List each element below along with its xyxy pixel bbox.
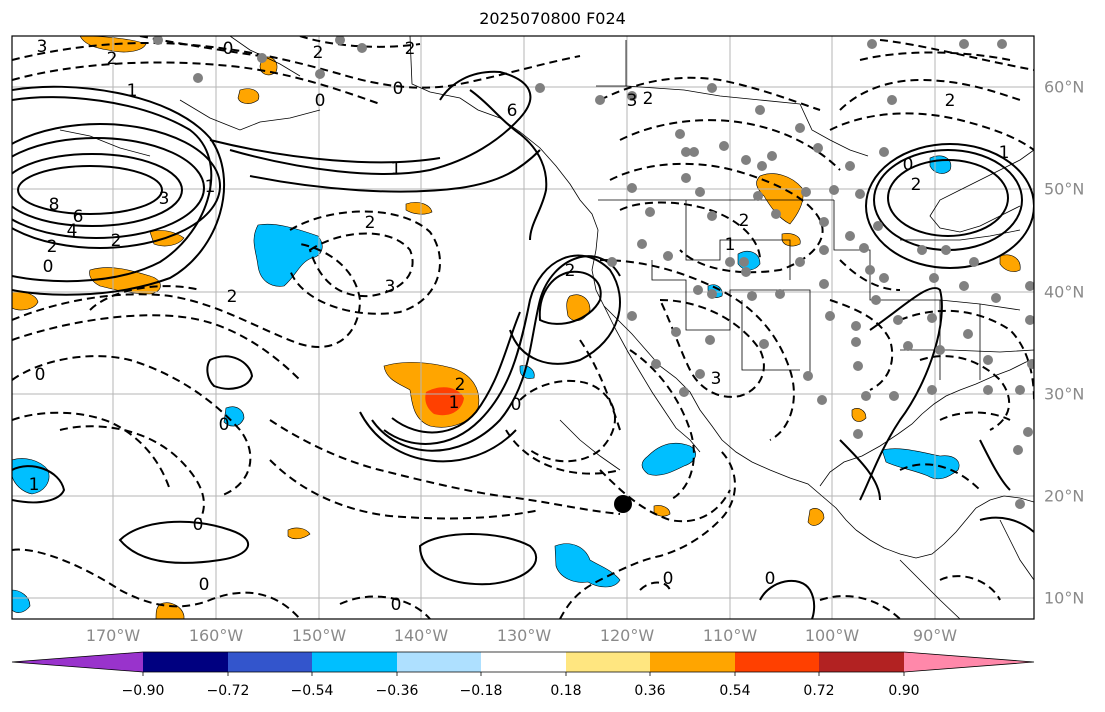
contour-label: 0 xyxy=(199,575,210,595)
contour-label: 1 xyxy=(205,177,216,197)
lat-label: 30°N xyxy=(1044,384,1085,404)
contour-label: 2 xyxy=(945,91,956,111)
contour-label: 2 xyxy=(111,231,122,251)
contour-label: 2 xyxy=(365,213,376,233)
colorbar-tick-label: −0.36 xyxy=(375,683,419,699)
colorbar-segment xyxy=(12,652,143,672)
contour-label: 1 xyxy=(725,235,736,255)
lon-label: 170°W xyxy=(85,626,141,645)
contour-label: 2 xyxy=(47,237,58,257)
dashed-contours xyxy=(12,36,1034,619)
colorbar-segment xyxy=(735,652,819,672)
contour-label: 6 xyxy=(73,207,84,227)
contour-label: 0 xyxy=(43,257,54,277)
colorbar-tick-label: 0.90 xyxy=(888,683,920,699)
contour-label: 3 xyxy=(627,91,638,111)
contour-label: 0 xyxy=(219,415,230,435)
colorbar-tick-label: 0.18 xyxy=(550,683,582,699)
colorbar-tick-label: −0.72 xyxy=(206,683,250,699)
contour-label-group: 3 2 1 0 8 6 4 2 0 1 2 3 2 2 0 1 0 3 2 2 … xyxy=(29,37,1010,615)
contour-label: 3 xyxy=(159,189,170,209)
lat-label: 20°N xyxy=(1044,486,1085,506)
colorbar-segment xyxy=(397,652,481,672)
contour-label: 6 xyxy=(507,101,518,121)
contour-label: 0 xyxy=(765,569,776,589)
colorbar-tick-label: 0.54 xyxy=(719,683,751,699)
colorbar-segment xyxy=(650,652,735,672)
contour-label: 3 xyxy=(37,37,48,57)
contour-label: 2 xyxy=(455,375,466,395)
lon-label: 120°W xyxy=(599,626,655,645)
coastlines xyxy=(59,36,1034,619)
contour-label: 1 xyxy=(127,81,138,101)
solid-contours xyxy=(12,70,1034,619)
contour-label: 2 xyxy=(565,261,576,281)
contour-label: 2 xyxy=(313,43,324,63)
contour-label: 2 xyxy=(739,211,750,231)
contour-label: 0 xyxy=(393,79,404,99)
colorbar-segment xyxy=(904,652,1034,672)
lon-label: 130°W xyxy=(496,626,552,645)
colorbar-segment xyxy=(312,652,397,672)
contour-label: 2 xyxy=(227,287,238,307)
colorbar-segment xyxy=(566,652,650,672)
contour-label: 2 xyxy=(405,39,416,59)
contour-label: 3 xyxy=(711,369,722,389)
lon-label: 110°W xyxy=(702,626,758,645)
lon-label: 150°W xyxy=(291,626,347,645)
lat-label: 40°N xyxy=(1044,282,1085,302)
location-marker xyxy=(614,495,632,513)
lat-label: 10°N xyxy=(1044,588,1085,608)
contour-label: 3 xyxy=(385,277,396,297)
map-title: 2025070800 F024 xyxy=(479,9,626,28)
colorbar-tick-label: −0.18 xyxy=(459,683,503,699)
contour-label: 0 xyxy=(315,91,326,111)
lon-label: 90°W xyxy=(912,626,958,645)
colorbar-segment xyxy=(481,652,566,672)
contour-label: 8 xyxy=(49,195,60,215)
contour-label: 0 xyxy=(903,155,914,175)
colorbar-tick-label: 0.72 xyxy=(803,683,835,699)
contour-label: 0 xyxy=(223,39,234,59)
lon-label: 100°W xyxy=(804,626,860,645)
station-dots xyxy=(153,36,1034,509)
contour-label: 2 xyxy=(643,89,654,109)
colorbar-segment xyxy=(143,652,228,672)
map-frame xyxy=(11,35,1035,620)
contour-label: 2 xyxy=(911,175,922,195)
contour-label: 2 xyxy=(107,49,118,69)
contour-label: 1 xyxy=(391,159,402,179)
contour-label: 4 xyxy=(67,221,78,241)
contour-label: 1 xyxy=(449,393,460,413)
colorbar-tick-label: −0.90 xyxy=(121,683,165,699)
lon-label: 160°W xyxy=(188,626,244,645)
lat-label: 60°N xyxy=(1044,77,1085,97)
lat-label: 50°N xyxy=(1044,179,1085,199)
contour-label: 0 xyxy=(193,515,204,535)
contour-label: 0 xyxy=(663,569,674,589)
lon-label: 140°W xyxy=(393,626,449,645)
colorbar-tick-label: 0.36 xyxy=(634,683,666,699)
contour-label: 0 xyxy=(35,365,46,385)
contour-label: 0 xyxy=(511,395,522,415)
colorbar xyxy=(11,651,1035,676)
contour-label: 0 xyxy=(391,595,402,615)
colorbar-segment xyxy=(819,652,904,672)
contour-label: 1 xyxy=(29,475,40,495)
contour-label: 1 xyxy=(999,143,1010,163)
colorbar-segment xyxy=(228,652,312,672)
colorbar-tick-label: −0.54 xyxy=(290,683,334,699)
